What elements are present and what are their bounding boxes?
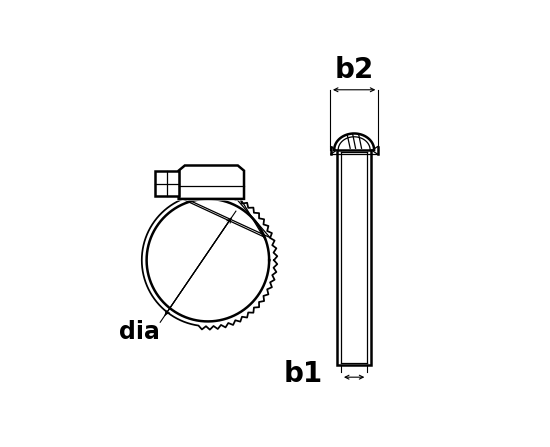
Text: dia: dia (119, 320, 160, 345)
Polygon shape (337, 150, 371, 365)
Polygon shape (155, 171, 179, 197)
Polygon shape (153, 164, 246, 201)
Polygon shape (179, 165, 244, 199)
Text: b2: b2 (334, 55, 374, 84)
Text: b1: b1 (284, 360, 323, 388)
